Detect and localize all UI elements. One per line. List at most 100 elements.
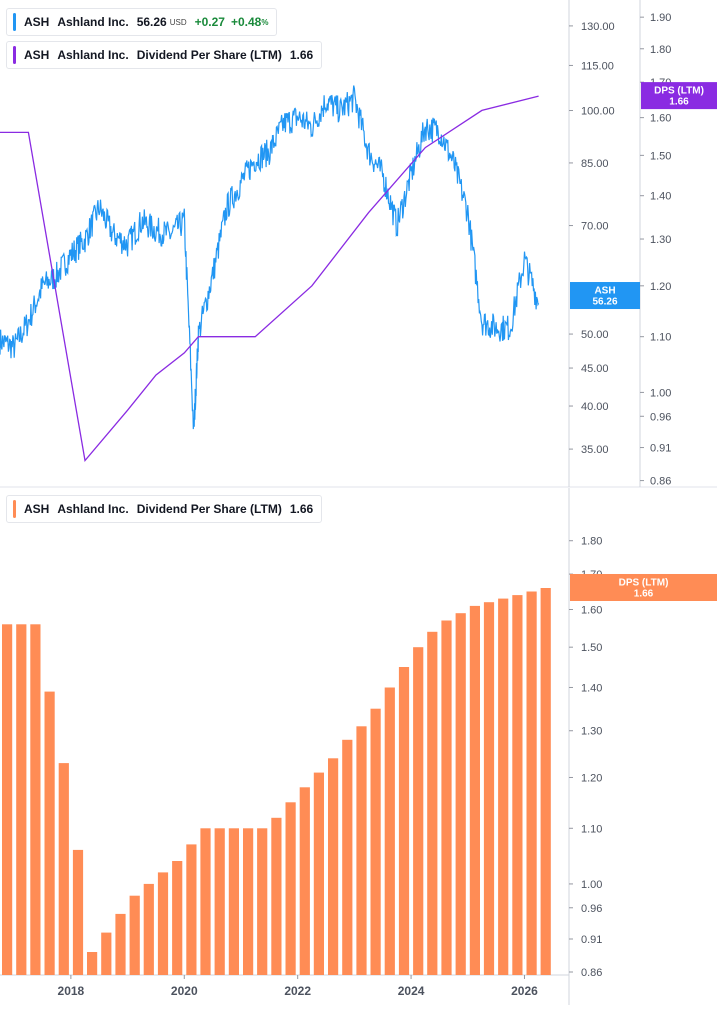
dps-top-axis-label: 1.90	[650, 12, 671, 24]
time-axis-label: 2022	[284, 984, 311, 998]
dps-bar	[186, 844, 197, 975]
dps-bar	[72, 849, 84, 975]
dps-bar	[87, 952, 98, 975]
dps-bottom-axis-label: 0.86	[581, 967, 602, 979]
dps-bar-legend-swatch	[13, 500, 16, 518]
dps-line	[0, 95, 539, 462]
price-legend-company: Ashland Inc.	[57, 15, 129, 29]
dps-bar	[157, 872, 169, 975]
dps-bar	[413, 647, 424, 975]
dps-badge-top-value: 1.66	[669, 97, 689, 108]
price-legend-swatch	[13, 13, 16, 31]
price-legend[interactable]: ASH Ashland Inc. 56.26 USD +0.27 +0.48 %	[6, 8, 278, 36]
price-axis-label: 35.00	[581, 444, 609, 456]
dps-bar	[512, 595, 523, 975]
dps-bar	[540, 588, 551, 975]
dps-top-axis-label: 0.91	[650, 443, 671, 455]
dps-top-axis-label: 0.86	[650, 476, 671, 488]
dps-bar	[498, 598, 509, 975]
price-axis-label: 100.00	[581, 106, 615, 118]
dps-bar	[129, 895, 140, 975]
dps-top-axis-label: 1.40	[650, 191, 671, 203]
dps-line-legend-company: Ashland Inc.	[57, 48, 129, 62]
dps-badge-top	[641, 82, 717, 110]
dps-bar	[384, 687, 395, 975]
dps-top-axis-label: 1.50	[650, 150, 671, 162]
price-axis-label: 115.00	[581, 60, 614, 72]
dps-badge-bottom	[570, 573, 717, 601]
price-legend-currency: USD	[169, 17, 187, 27]
price-axis-label: 85.00	[581, 158, 609, 170]
dps-bottom-axis-label: 0.91	[581, 934, 602, 946]
dps-bottom-axis-label: 1.20	[581, 772, 602, 784]
dps-bar	[101, 932, 112, 975]
price-badge-label: ASH	[594, 286, 615, 297]
dps-bar	[115, 913, 126, 975]
dps-top-axis-label: 1.60	[650, 113, 671, 125]
dps-bar	[285, 802, 296, 975]
dps-line-legend[interactable]: ASH Ashland Inc. Dividend Per Share (LTM…	[6, 41, 323, 69]
dps-line-legend-metric: Dividend Per Share (LTM)	[136, 48, 282, 62]
dps-badge-bottom-label: DPS (LTM)	[619, 577, 669, 588]
dps-top-axis-label: 1.80	[650, 44, 671, 56]
dps-bar	[398, 667, 410, 975]
time-axis-label: 2020	[171, 984, 198, 998]
dps-bar-legend-company: Ashland Inc.	[57, 502, 129, 516]
dps-bar	[356, 726, 367, 975]
dps-bar	[328, 758, 339, 975]
dps-top-axis-label: 0.96	[650, 411, 671, 423]
dps-bar	[143, 883, 154, 975]
dps-bar	[469, 605, 480, 975]
dps-bar	[44, 691, 55, 975]
dps-bar	[243, 828, 254, 975]
dps-bottom-axis-label: 1.10	[581, 823, 602, 835]
time-axis-label: 2026	[511, 984, 538, 998]
dps-line-legend-value: 1.66	[289, 48, 314, 62]
dps-bar	[200, 828, 211, 975]
dps-bar-legend-value: 1.66	[289, 502, 314, 516]
dps-bar	[483, 602, 495, 975]
dps-bottom-axis-label: 1.80	[581, 536, 602, 548]
dps-top-axis-label: 1.30	[650, 234, 671, 246]
dps-bar-legend-ticker: ASH	[24, 502, 50, 516]
dps-bar	[271, 817, 282, 975]
dps-bar	[58, 763, 69, 975]
dps-line-legend-swatch	[13, 46, 16, 64]
price-legend-ticker: ASH	[24, 15, 50, 29]
dps-bottom-axis-label: 1.00	[581, 879, 602, 891]
price-badge-value: 56.26	[592, 297, 617, 308]
dps-bar	[2, 624, 13, 975]
dps-bar	[455, 613, 466, 975]
dps-bar	[214, 828, 225, 975]
price-axis-label: 45.00	[581, 363, 609, 375]
dps-bar	[342, 739, 353, 975]
dps-bottom-axis-label: 0.96	[581, 903, 602, 915]
dps-top-axis-label: 1.00	[650, 387, 671, 399]
price-legend-change: +0.27	[194, 15, 225, 29]
price-axis-label: 40.00	[581, 401, 609, 413]
dps-bar	[441, 620, 452, 975]
dps-badge-bottom-value: 1.66	[634, 588, 654, 599]
time-axis-label: 2018	[58, 984, 85, 998]
dps-bar	[370, 708, 381, 975]
dps-bar-legend[interactable]: ASH Ashland Inc. Dividend Per Share (LTM…	[6, 495, 323, 523]
dps-bar	[427, 631, 438, 975]
dps-bar	[257, 828, 268, 975]
dps-bar	[172, 861, 183, 975]
price-legend-change-pct: +0.48	[230, 15, 262, 29]
price-axis-label: 70.00	[581, 221, 609, 233]
dps-bar	[30, 624, 41, 975]
dps-bottom-axis-label: 1.30	[581, 726, 602, 738]
price-legend-pct-sign: %	[261, 17, 269, 27]
price-legend-price: 56.26	[136, 15, 167, 29]
dps-line-legend-ticker: ASH	[24, 48, 50, 62]
price-line	[0, 85, 540, 430]
price-axis-label: 50.00	[581, 329, 609, 341]
dps-bottom-axis-label: 1.50	[581, 642, 602, 654]
dps-bar	[228, 828, 239, 975]
dps-top-axis-label: 1.10	[650, 332, 671, 344]
dps-bar-legend-metric: Dividend Per Share (LTM)	[136, 502, 282, 516]
dps-bar	[313, 772, 324, 975]
